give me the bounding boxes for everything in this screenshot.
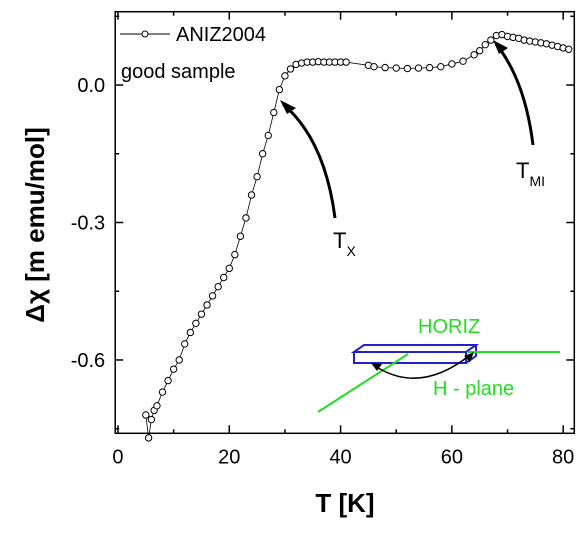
y-tick-label: 0.0 xyxy=(77,75,105,97)
data-point xyxy=(370,62,378,71)
data-point xyxy=(381,63,389,72)
arrowhead xyxy=(280,100,296,114)
data-point xyxy=(186,328,195,337)
x-axis-label: T [K] xyxy=(315,488,374,518)
data-point xyxy=(147,415,156,424)
data-point xyxy=(231,250,239,259)
data-point xyxy=(203,301,211,309)
annotation: good sample xyxy=(121,61,236,83)
data-point xyxy=(403,64,412,73)
annotation: H - plane xyxy=(433,378,514,400)
data-point xyxy=(392,64,400,72)
data-point xyxy=(565,45,573,53)
x-tick-label: 0 xyxy=(112,446,123,468)
plane-line xyxy=(317,353,409,413)
data-point xyxy=(197,310,206,318)
data-point xyxy=(264,131,272,140)
x-tick-label: 20 xyxy=(218,446,240,468)
data-point xyxy=(481,40,489,49)
data-point xyxy=(448,60,456,68)
data-point xyxy=(253,172,261,181)
data-point xyxy=(247,191,256,199)
arrow xyxy=(282,102,337,219)
legend-marker xyxy=(141,30,149,38)
y-axis-label: Δχ [m emu/mol] xyxy=(20,127,50,322)
data-point xyxy=(487,36,495,44)
data-point xyxy=(437,62,445,71)
data-point xyxy=(142,411,150,419)
data-point xyxy=(270,108,278,117)
x-tick-label: 60 xyxy=(441,446,463,468)
data-point xyxy=(164,376,172,385)
data-point xyxy=(275,85,284,94)
data-point xyxy=(214,282,222,291)
data-point xyxy=(225,264,233,273)
data-point xyxy=(192,319,200,328)
arrowhead xyxy=(493,40,508,54)
data-point xyxy=(286,65,295,73)
x-tick-label: 80 xyxy=(552,446,574,468)
data-point xyxy=(258,150,267,158)
data-point xyxy=(470,51,478,59)
sample-box xyxy=(350,344,480,364)
data-point xyxy=(342,58,350,66)
annotation: TMI xyxy=(516,158,545,189)
data-point xyxy=(414,64,423,72)
data-point xyxy=(175,356,183,364)
data-point xyxy=(169,365,178,373)
annotation: TX xyxy=(333,228,356,259)
data-point xyxy=(459,57,467,65)
x-tick-label: 40 xyxy=(329,446,351,468)
data-point xyxy=(236,232,245,240)
data-point xyxy=(475,46,484,55)
data-point xyxy=(242,214,250,222)
data-point xyxy=(153,402,161,410)
data-point xyxy=(281,72,289,80)
arrow xyxy=(494,43,535,146)
annotation: HORIZ xyxy=(418,316,480,338)
data-point xyxy=(181,340,189,348)
y-tick-label: -0.3 xyxy=(71,213,105,235)
rotation-arrow xyxy=(374,354,471,379)
data-point xyxy=(425,63,434,72)
data-point xyxy=(144,434,153,442)
data-point xyxy=(158,388,167,396)
data-point xyxy=(220,273,228,282)
y-tick-label: -0.6 xyxy=(71,350,105,372)
legend-label: ANIZ2004 xyxy=(176,24,266,46)
data-point xyxy=(208,292,217,300)
